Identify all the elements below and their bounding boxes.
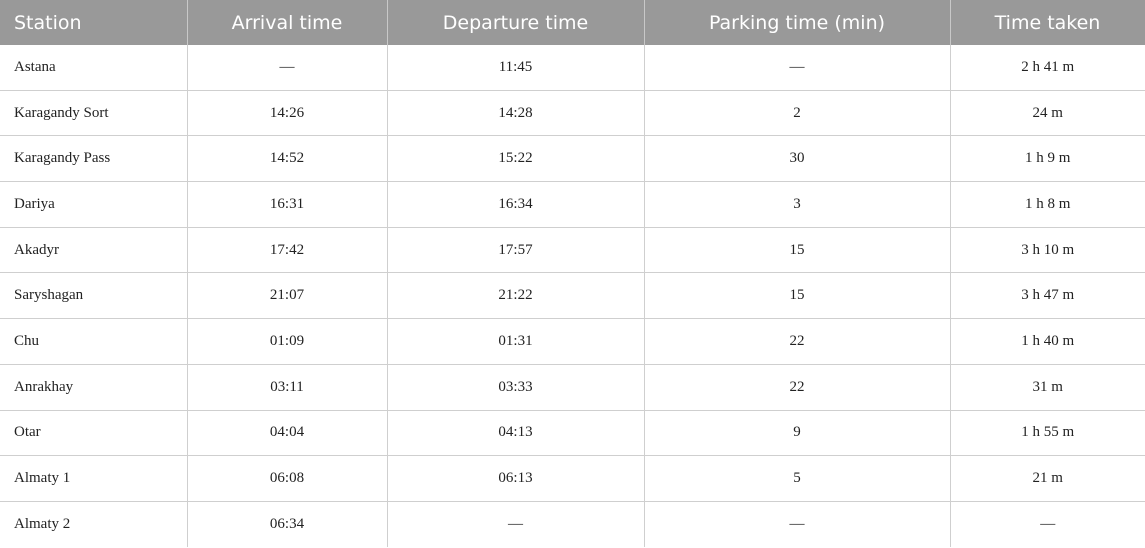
cell-arrival-time: 06:08 [186, 455, 388, 502]
cell-arrival-time: 17:42 [186, 227, 388, 274]
cell-time-taken: 1 h 55 m [949, 410, 1145, 457]
cell-time-taken: 1 h 40 m [949, 318, 1145, 365]
table-row: Almaty 2 06:34— — — [0, 501, 1145, 547]
cell-parking-time: — [643, 45, 951, 91]
cell-parking-time: 2 [643, 90, 951, 137]
cell-departure-time: — [386, 501, 645, 547]
cell-time-taken: 3 h 10 m [949, 227, 1145, 274]
cell-parking-time: 15 [643, 227, 951, 274]
cell-departure-time: 14:28 [386, 90, 645, 137]
cell-arrival-time: — [186, 45, 388, 91]
cell-station: Almaty 1 [0, 455, 188, 502]
table-row: Dariya 16:31 16:34 3 1 h 8 m [0, 181, 1145, 228]
table-row: Anrakhay 03:11 03:33 22 31 m [0, 364, 1145, 411]
column-header-station: Station [0, 0, 188, 45]
cell-time-taken: — [949, 501, 1145, 547]
cell-departure-time: 21:22 [386, 272, 645, 320]
table-row: Karagandy Pass 14:52 15:22 30 1 h 9 m [0, 135, 1145, 183]
cell-parking-time: 30 [643, 135, 951, 183]
cell-arrival-time: 21:07 [186, 272, 388, 320]
cell-station: Chu [0, 318, 188, 365]
table-row: Otar 04:04 04:13 9 1 h 55 m [0, 410, 1145, 457]
table-row: Chu 01:09 01:31 22 1 h 40 m [0, 318, 1145, 365]
cell-station: Saryshagan [0, 272, 188, 320]
column-header-arrival-time: Arrival time [187, 0, 388, 45]
cell-station: Astana [0, 45, 188, 91]
cell-station: Akadyr [0, 227, 188, 274]
cell-departure-time: 03:33 [386, 364, 645, 411]
cell-arrival-time: 01:09 [186, 318, 388, 365]
column-header-time-taken: Time taken [950, 0, 1145, 45]
cell-arrival-time: 04:04 [186, 410, 388, 457]
cell-arrival-time: 14:52 [186, 135, 388, 183]
column-header-departure-time: Departure time [387, 0, 645, 45]
cell-arrival-time: 16:31 [186, 181, 388, 228]
table-row: Astana —11:45—2 h 41 m [0, 45, 1145, 91]
cell-station: Almaty 2 [0, 501, 188, 547]
cell-departure-time: 06:13 [386, 455, 645, 502]
cell-time-taken: 24 m [949, 90, 1145, 137]
cell-parking-time: 22 [643, 318, 951, 365]
cell-departure-time: 04:13 [386, 410, 645, 457]
cell-station: Dariya [0, 181, 188, 228]
cell-departure-time: 15:22 [386, 135, 645, 183]
cell-departure-time: 16:34 [386, 181, 645, 228]
cell-arrival-time: 03:11 [186, 364, 388, 411]
column-header-parking-time: Parking time (min) [644, 0, 951, 45]
cell-time-taken: 1 h 8 m [949, 181, 1145, 228]
header-row: Station Arrival time Departure time Parking… [0, 0, 1145, 45]
cell-time-taken: 31 m [949, 364, 1145, 411]
cell-parking-time: 15 [643, 272, 951, 320]
table-row: Akadyr 17:42 17:57 15 3 h 10 m [0, 227, 1145, 274]
cell-station: Anrakhay [0, 364, 188, 411]
cell-arrival-time: 06:34 [186, 501, 388, 547]
cell-parking-time: 9 [643, 410, 951, 457]
cell-parking-time: 22 [643, 364, 951, 411]
cell-time-taken: 3 h 47 m [949, 272, 1145, 320]
table-row: Almaty 1 06:08 06:13 5 21 m [0, 455, 1145, 502]
cell-parking-time: 5 [643, 455, 951, 502]
cell-departure-time: 11:45 [386, 45, 645, 91]
cell-parking-time: 3 [643, 181, 951, 228]
cell-arrival-time: 14:26 [186, 90, 388, 137]
cell-station: Karagandy Sort [0, 90, 188, 137]
cell-time-taken: 1 h 9 m [949, 135, 1145, 183]
cell-parking-time: — [643, 501, 951, 547]
cell-time-taken: 2 h 41 m [949, 45, 1145, 91]
cell-departure-time: 17:57 [386, 227, 645, 274]
table-row: Saryshagan 21:07 21:22 15 3 h 47 m [0, 272, 1145, 320]
table-row: Karagandy Sort 14:26 14:28 2 24 m [0, 90, 1145, 137]
cell-station: Otar [0, 410, 188, 457]
cell-time-taken: 21 m [949, 455, 1145, 502]
cell-station: Karagandy Pass [0, 135, 188, 183]
cell-departure-time: 01:31 [386, 318, 645, 365]
